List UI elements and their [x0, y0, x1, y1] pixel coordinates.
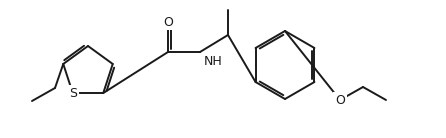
- Text: S: S: [69, 87, 77, 99]
- Text: O: O: [335, 94, 345, 107]
- Text: NH: NH: [204, 55, 223, 68]
- Text: O: O: [163, 15, 173, 29]
